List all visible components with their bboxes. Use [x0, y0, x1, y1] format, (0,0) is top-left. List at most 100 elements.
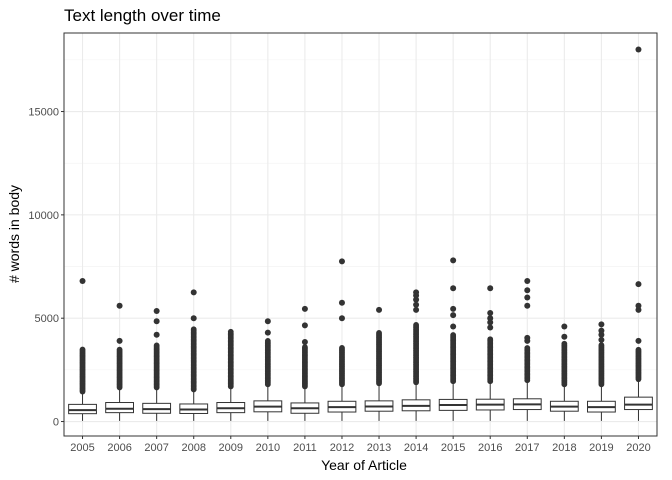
outlier-point: [376, 330, 382, 336]
box-group: [512, 278, 542, 421]
outlier-point: [598, 336, 605, 343]
iqr-box: [105, 402, 134, 414]
x-tick-label: 2010: [256, 442, 280, 454]
outlier-point: [524, 334, 531, 341]
x-axis-title: Year of Article: [321, 457, 407, 473]
outlier-point: [153, 318, 160, 325]
chart-title: Text length over time: [64, 6, 221, 25]
y-tick-label: 5000: [35, 313, 59, 325]
box-group: [624, 46, 653, 421]
box-group: [587, 321, 616, 421]
outlier-point: [524, 302, 531, 309]
x-tick-label: 2008: [181, 442, 205, 454]
outlier-point: [116, 302, 123, 309]
x-tick-label: 2013: [367, 442, 391, 454]
outlier-point: [450, 285, 457, 292]
outlier-point: [450, 257, 457, 264]
x-tick-label: 2019: [589, 442, 613, 454]
outlier-point: [413, 306, 420, 313]
outlier-point: [635, 46, 642, 53]
outlier-point: [338, 299, 345, 306]
x-tick-label: 2014: [404, 442, 428, 454]
outlier-point: [264, 338, 271, 344]
outlier-point: [227, 328, 234, 335]
outlier-point: [450, 305, 457, 312]
outlier-point: [190, 289, 197, 296]
outlier-point: [598, 327, 605, 334]
outlier-point: [524, 287, 531, 294]
outlier-point: [524, 294, 531, 301]
outlier-point: [190, 315, 197, 322]
outlier-point: [116, 346, 123, 353]
box-group: [327, 258, 357, 421]
outlier-point: [79, 346, 86, 353]
outlier-point: [450, 312, 457, 319]
box-group: [475, 285, 505, 421]
outlier-point: [635, 281, 642, 288]
outlier-point: [450, 332, 457, 338]
outlier-point: [487, 285, 494, 292]
outlier-point: [561, 340, 568, 347]
outlier-point: [376, 306, 383, 313]
outlier-point: [153, 342, 160, 349]
outlier-point: [302, 344, 308, 351]
box-group: [290, 305, 320, 421]
outlier-point: [413, 296, 420, 303]
outlier-point: [153, 331, 160, 338]
outlier-point: [116, 337, 123, 344]
outlier-point: [635, 306, 642, 313]
outlier-point: [487, 319, 494, 326]
outlier-point: [413, 301, 420, 308]
outlier-point: [190, 326, 197, 333]
iqr-box: [68, 403, 97, 415]
outlier-point: [487, 324, 494, 331]
outlier-point: [301, 338, 308, 345]
outlier-point: [561, 333, 568, 340]
outlier-point: [301, 305, 308, 312]
outlier-point: [264, 318, 271, 325]
outlier-point: [413, 289, 420, 296]
x-tick-label: 2007: [144, 442, 168, 454]
outlier-point: [487, 336, 494, 343]
x-tick-label: 2016: [478, 442, 502, 454]
outlier-point: [413, 321, 419, 328]
x-tick-label: 2006: [107, 442, 131, 454]
outlier-point: [450, 323, 457, 330]
outlier-point: [598, 342, 605, 349]
outlier-point: [338, 258, 345, 265]
box-group: [68, 278, 97, 421]
outlier-point: [635, 302, 642, 309]
outlier-point: [635, 346, 642, 353]
box-group: [142, 307, 172, 421]
box-group: [438, 257, 468, 421]
outlier-point: [635, 337, 642, 344]
plot-panel: [64, 33, 657, 436]
outlier-point: [79, 278, 86, 284]
box-group: [216, 328, 246, 421]
outlier-point: [339, 345, 345, 351]
y-tick-label: 10000: [28, 210, 59, 222]
box-group: [549, 323, 579, 421]
box-group: [253, 318, 283, 421]
axes: 0 5000 10000 15000 2005 2006 2007 2008 2009 2010 2…: [28, 107, 650, 454]
x-tick-label: 2009: [219, 442, 243, 454]
iqr-box: [624, 396, 653, 411]
box-layer: [68, 46, 653, 421]
x-tick-label: 2020: [626, 442, 650, 454]
outlier-point: [524, 345, 531, 351]
x-tick-label: 2011: [293, 442, 317, 454]
x-tick-label: 2015: [441, 442, 465, 454]
outlier-point: [524, 278, 531, 284]
x-tick-label: 2012: [330, 442, 354, 454]
x-tick-label: 2005: [70, 442, 94, 454]
outlier-point: [598, 321, 605, 328]
outlier-point: [561, 323, 568, 330]
box-group: [401, 289, 431, 421]
outlier-point: [487, 310, 494, 317]
outlier-point: [153, 307, 160, 314]
outlier-point: [598, 331, 605, 338]
plot-panel-border: [63, 32, 658, 437]
outlier-point: [338, 315, 345, 322]
outlier-point: [264, 329, 271, 336]
